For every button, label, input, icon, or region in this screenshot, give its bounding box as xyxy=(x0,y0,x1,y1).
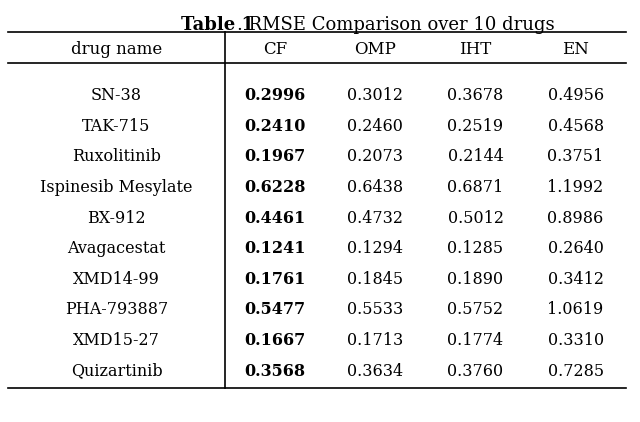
Text: IHT: IHT xyxy=(460,41,492,58)
Text: 0.1774: 0.1774 xyxy=(447,332,504,349)
Text: 0.1890: 0.1890 xyxy=(447,271,504,288)
Text: Ispinesib Mesylate: Ispinesib Mesylate xyxy=(40,179,193,196)
Text: 0.5533: 0.5533 xyxy=(348,301,404,319)
Text: EN: EN xyxy=(562,41,589,58)
Text: drug name: drug name xyxy=(71,41,162,58)
Text: 0.3751: 0.3751 xyxy=(547,149,604,165)
Text: 1.0619: 1.0619 xyxy=(547,301,604,319)
Text: 0.2144: 0.2144 xyxy=(447,149,504,165)
Text: 0.3760: 0.3760 xyxy=(447,362,504,380)
Text: 0.3012: 0.3012 xyxy=(348,87,403,104)
Text: XMD15-27: XMD15-27 xyxy=(73,332,160,349)
Text: 0.4568: 0.4568 xyxy=(548,118,604,135)
Text: Quizartinib: Quizartinib xyxy=(70,362,163,380)
Text: OMP: OMP xyxy=(355,41,396,58)
Text: 0.4461: 0.4461 xyxy=(244,210,306,227)
Text: 0.5752: 0.5752 xyxy=(447,301,504,319)
Text: 0.1667: 0.1667 xyxy=(244,332,306,349)
Text: . RMSE Comparison over 10 drugs: . RMSE Comparison over 10 drugs xyxy=(237,16,554,34)
Text: 0.1241: 0.1241 xyxy=(244,240,306,257)
Text: 0.1967: 0.1967 xyxy=(244,149,306,165)
Text: 0.5477: 0.5477 xyxy=(244,301,306,319)
Text: 0.6228: 0.6228 xyxy=(244,179,306,196)
Text: 0.3310: 0.3310 xyxy=(548,332,604,349)
Text: 0.1713: 0.1713 xyxy=(348,332,404,349)
Text: BX-912: BX-912 xyxy=(87,210,146,227)
Text: 0.6871: 0.6871 xyxy=(447,179,504,196)
Text: Avagacestat: Avagacestat xyxy=(67,240,166,257)
Text: 0.8986: 0.8986 xyxy=(547,210,604,227)
Text: 0.1845: 0.1845 xyxy=(348,271,403,288)
Text: 0.2640: 0.2640 xyxy=(548,240,604,257)
Text: 0.5012: 0.5012 xyxy=(447,210,504,227)
Text: 0.3568: 0.3568 xyxy=(244,362,306,380)
Text: CF: CF xyxy=(263,41,287,58)
Text: 0.3634: 0.3634 xyxy=(348,362,403,380)
Text: 0.2996: 0.2996 xyxy=(244,87,306,104)
Text: 0.2073: 0.2073 xyxy=(348,149,403,165)
Text: 0.1761: 0.1761 xyxy=(244,271,306,288)
Text: XMD14-99: XMD14-99 xyxy=(73,271,160,288)
Text: 0.2519: 0.2519 xyxy=(447,118,504,135)
Text: Ruxolitinib: Ruxolitinib xyxy=(72,149,161,165)
Text: 1.1992: 1.1992 xyxy=(547,179,604,196)
Text: 0.4956: 0.4956 xyxy=(548,87,604,104)
Text: 0.1285: 0.1285 xyxy=(447,240,504,257)
Text: 0.7285: 0.7285 xyxy=(548,362,604,380)
Text: 0.4732: 0.4732 xyxy=(348,210,403,227)
Text: Table 1: Table 1 xyxy=(181,16,254,34)
Text: PHA-793887: PHA-793887 xyxy=(65,301,168,319)
Text: TAK-715: TAK-715 xyxy=(83,118,150,135)
Text: 0.1294: 0.1294 xyxy=(348,240,403,257)
Text: 0.3678: 0.3678 xyxy=(447,87,504,104)
Text: 0.2410: 0.2410 xyxy=(244,118,306,135)
Text: 0.3412: 0.3412 xyxy=(548,271,604,288)
Text: SN-38: SN-38 xyxy=(91,87,142,104)
Text: 0.6438: 0.6438 xyxy=(348,179,403,196)
Text: 0.2460: 0.2460 xyxy=(348,118,403,135)
